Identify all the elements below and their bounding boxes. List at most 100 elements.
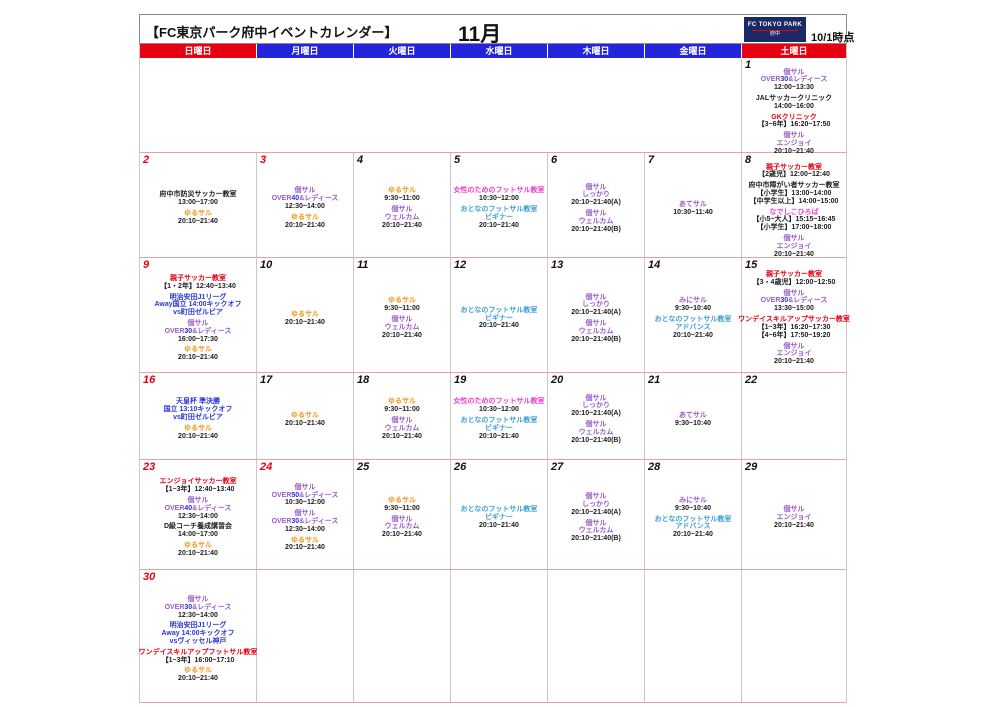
event-line: 20:10~21:40 xyxy=(479,322,519,330)
event-line: アドバンス xyxy=(675,523,711,531)
date-number: 4 xyxy=(357,154,364,166)
event: 個サル OVER30&レディース 13:30~15:00 xyxy=(761,290,828,313)
event-line: 明治安田J1リーグ xyxy=(169,622,227,630)
event-line: vs町田ゼルビア xyxy=(173,309,223,317)
event-line: ウェルカム xyxy=(384,213,420,221)
event-line: 16:00~17:30 xyxy=(178,335,218,343)
event-line: 個サル xyxy=(783,342,805,350)
event: 親子サッカー教室 【2歳児】12:00~12:40 xyxy=(758,164,830,180)
events-list xyxy=(257,570,353,702)
event-line: ゆるサル xyxy=(184,424,212,432)
event-line: 20:10~21:40 xyxy=(382,432,422,440)
event-line: 個サル xyxy=(294,483,316,491)
event-line: OVER30&レディース xyxy=(271,518,339,525)
event: ゆるサル 20:10~21:40 xyxy=(285,537,325,553)
event: あてサル 9:30~10:40 xyxy=(675,412,711,428)
event-line: 【2歳児】12:00~12:40 xyxy=(758,171,830,179)
day-cell: 3 個サル OVER40&レディース 12:30~14:00 ゆるサル 20:10~21:… xyxy=(257,153,354,257)
event-line: 20:10~21:40(A) xyxy=(571,410,621,418)
events-list: 個サル しっかり 20:10~21:40(A) 個サル ウェルカム 20:10~21:40… xyxy=(548,153,644,257)
event-line: おとなのフットサル教室 xyxy=(654,515,732,523)
event-line: しっかり xyxy=(582,191,610,199)
event-line: Away 14:00キックオフ xyxy=(161,630,235,638)
day-header-wd-2: 火曜日 xyxy=(354,44,451,58)
event: ゆるサル 20:10~21:40 xyxy=(285,311,325,327)
date-number: 5 xyxy=(454,154,461,166)
event-line: 9:30~11:00 xyxy=(384,504,420,512)
day-cell: 24 個サル OVER50&レディース 10:30~12:00 個サル OVER30&レデ… xyxy=(257,460,354,569)
event-line: 女性のためのフットサル教室 xyxy=(453,398,545,406)
event-line: 天皇杯 準決勝 xyxy=(176,398,220,406)
event: 個サル しっかり 20:10~21:40(A) xyxy=(571,294,621,317)
event-line: 20:10~21:40 xyxy=(479,521,519,529)
date-number: 18 xyxy=(357,374,370,386)
day-cell: 2 府中市防災サッカー教室 13:00~17:00 ゆるサル 20:10~21:40 xyxy=(140,153,257,257)
event-line: ウェルカム xyxy=(384,323,420,331)
event-line: 親子サッカー教室 xyxy=(765,163,822,171)
events-list: おとなのフットサル教室 ビギナー 20:10~21:40 xyxy=(451,460,547,569)
date-number: 30 xyxy=(143,571,156,583)
week-row: 23 エンジョイサッカー教室 【1~3年】12:40~13:40 個サル OVER40&… xyxy=(140,460,846,570)
event-line: vs町田ゼルビア xyxy=(173,414,223,422)
event: 府中市障がい者サッカー教室 【小学生】13:00~14:00 【中学生以上】14:0… xyxy=(749,182,840,205)
day-cell: 9 親子サッカー教室 【1・2年】12:40~13:40 明治安田J1リーグ Away国… xyxy=(140,258,257,372)
event: ゆるサル 9:30~11:00 xyxy=(384,398,420,414)
date-number: 15 xyxy=(745,259,758,271)
event: みにサル 9:30~10:40 xyxy=(675,497,711,513)
event-line: OVER30&レディース xyxy=(760,76,828,84)
day-cell xyxy=(257,570,354,702)
day-cell xyxy=(548,58,645,152)
events-list: 親子サッカー教室 【3・4歳児】12:00~12:50 個サル OVER30&レディー… xyxy=(738,258,850,372)
event: ゆるサル 9:30~11:00 xyxy=(384,187,420,203)
event-line: OVER40&レディース xyxy=(271,195,339,203)
event-line: 【3~6年】16:20~17:50 xyxy=(757,121,831,129)
event: 個サル OVER30&レディース 12:00~13:30 xyxy=(761,69,828,92)
event-line: 【1~3年】16:20~17:30 xyxy=(757,323,831,331)
event-line: アドバンス xyxy=(675,323,711,331)
weeks-container: 1 個サル OVER30&レディース 12:00~13:30 JALサッカークリニック 1… xyxy=(139,58,850,703)
event: 個サル ウェルカム 20:10~21:40(B) xyxy=(571,320,621,343)
event-line: 12:30~14:00 xyxy=(178,611,218,619)
event-line: みにサル xyxy=(678,297,707,305)
event-line: OVER30&レディース xyxy=(164,603,232,611)
date-number: 28 xyxy=(648,461,661,473)
event-line: 20:10~21:40(A) xyxy=(571,199,621,207)
event: 府中市防災サッカー教室 13:00~17:00 xyxy=(160,191,237,207)
events-list xyxy=(354,570,450,702)
event-line: ゆるサル xyxy=(388,496,416,504)
event: 女性のためのフットサル教室 10:30~12:00 xyxy=(454,398,545,414)
event-line: 9:30~10:40 xyxy=(674,305,711,313)
week-row: 1 個サル OVER30&レディース 12:00~13:30 JALサッカークリニック 1… xyxy=(140,58,846,155)
day-cell: 22 xyxy=(742,373,846,459)
event-line: OVER30&レディース xyxy=(760,297,828,305)
event-line: 20:10~21:40(B) xyxy=(571,225,621,233)
date-number: 6 xyxy=(551,154,558,166)
event-line: 個サル xyxy=(783,506,805,514)
events-list xyxy=(451,58,548,152)
event-line: 10:30~11:40 xyxy=(673,208,713,216)
event-line: 12:30~14:00 xyxy=(285,525,325,533)
event-line: おとなのフットサル教室 xyxy=(460,206,538,214)
events-list xyxy=(354,58,451,152)
day-cell xyxy=(257,58,354,152)
event-line: 10:30~12:00 xyxy=(479,195,519,203)
fc-tokyo-park-logo: FC TOKYO PARK 府中 xyxy=(744,17,806,42)
day-cell: 8 親子サッカー教室 【2歳児】12:00~12:40 府中市障がい者サッカー教室 【小… xyxy=(742,153,846,258)
event: 個サル OVER40&レディース 12:30~14:00 xyxy=(272,187,339,210)
day-cell xyxy=(354,58,451,152)
event-line: GKクリニック xyxy=(771,113,817,121)
day-cell: 11 ゆるサル 9:30~11:00 個サル ウェルカム 20:10~21:40 xyxy=(354,258,451,372)
event-line: ビギナー xyxy=(484,213,513,221)
events-list: あてサル 10:30~11:40 xyxy=(645,153,741,257)
event-line: 個サル xyxy=(585,394,607,402)
event: 個サル エンジョイ 20:10~21:40 xyxy=(774,235,814,258)
event: 親子サッカー教室 【3・4歳児】12:00~12:50 xyxy=(753,271,836,287)
date-number: 10 xyxy=(260,259,273,271)
events-list: 個サル OVER40&レディース 12:30~14:00 ゆるサル 20:10~21:4… xyxy=(257,153,353,257)
event-line: ゆるサル xyxy=(291,536,319,544)
events-list: みにサル 9:30~10:40 おとなのフットサル教室 アドバンス 20:10~21:4… xyxy=(645,460,741,569)
event-line: ウェルカム xyxy=(578,428,614,436)
event-line: 個サル xyxy=(783,235,805,243)
day-cell: 12 おとなのフットサル教室 ビギナー 20:10~21:40 xyxy=(451,258,548,372)
event-line: しっかり xyxy=(582,500,610,508)
